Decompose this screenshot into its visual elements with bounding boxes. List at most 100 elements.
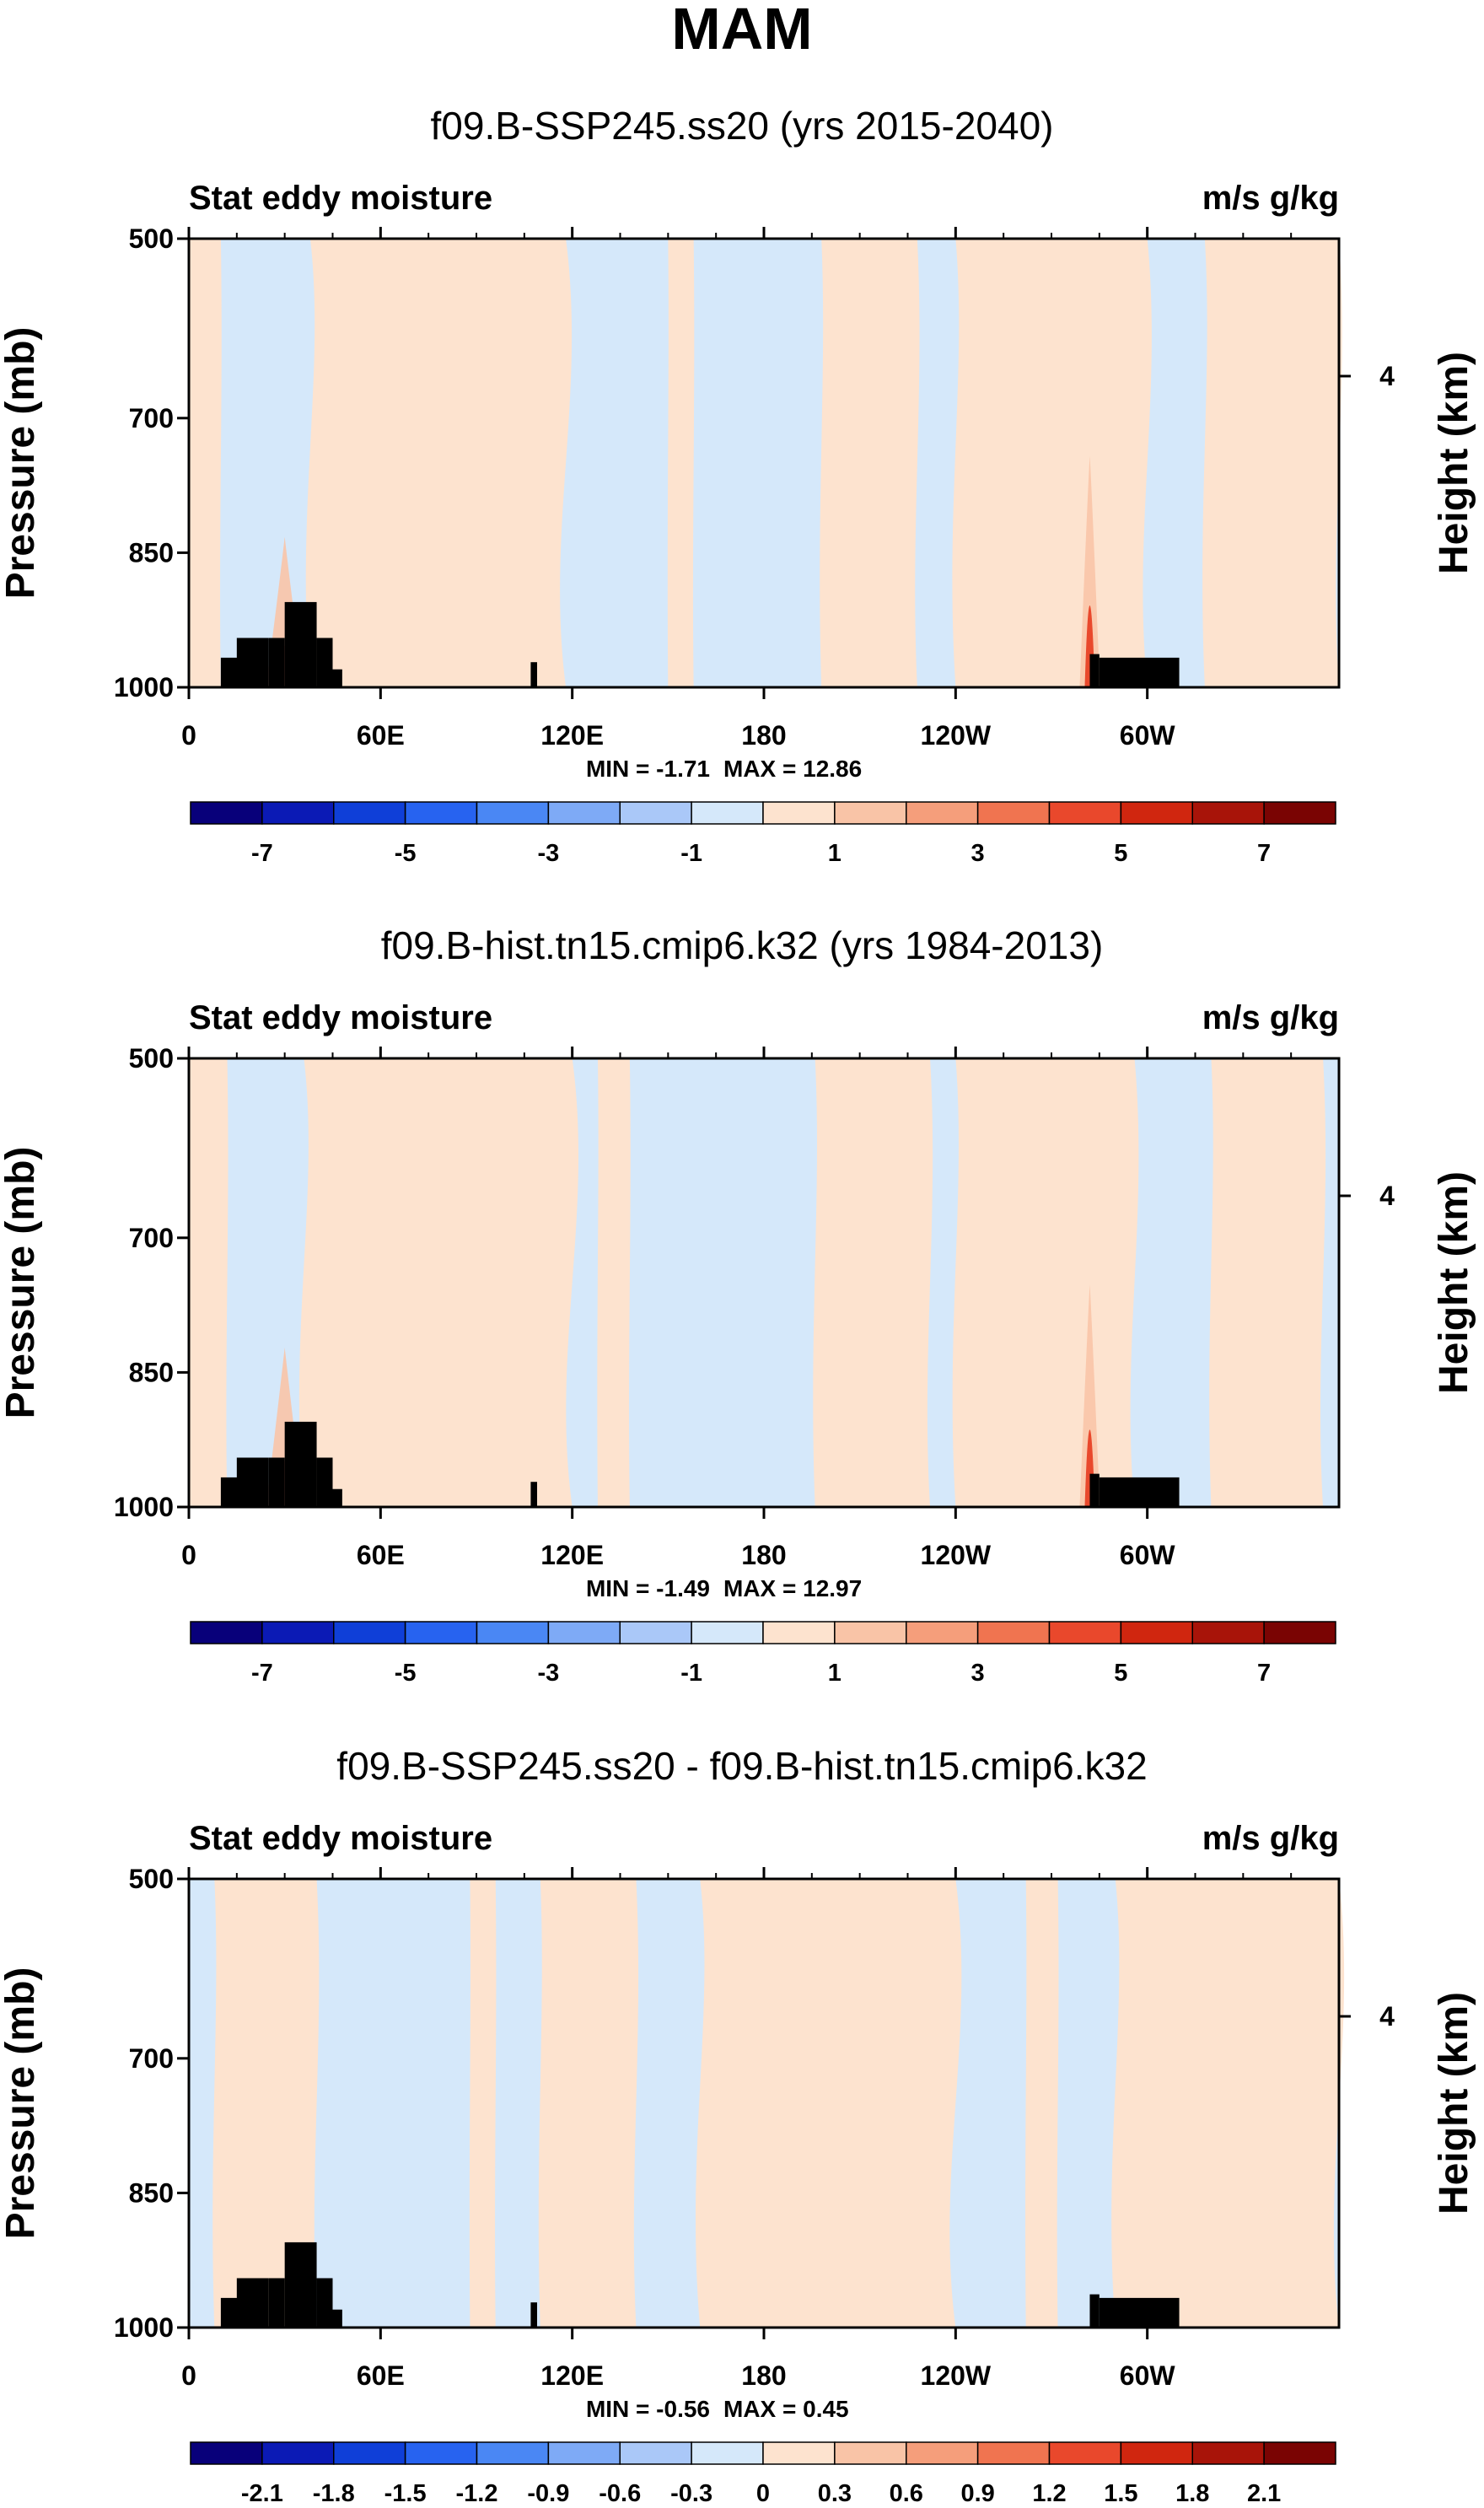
- positive-region: [469, 1879, 497, 2328]
- colorbar-box: [476, 801, 550, 825]
- terrain-block: [1089, 1473, 1100, 1507]
- panel-title: f09.B-hist.tn15.cmip6.k32 (yrs 1984-2013…: [381, 923, 1104, 967]
- colorbar-label: 7: [1257, 1660, 1271, 1687]
- x-tick-label: 120W: [921, 720, 992, 751]
- terrain-block: [530, 1482, 537, 1507]
- colorbar-label: -1: [680, 840, 702, 867]
- y-axis-label-right: Height (km): [1432, 352, 1476, 574]
- colorbar-box: [190, 801, 263, 825]
- height-tick-label: 4: [1379, 361, 1395, 391]
- height-tick-label: 4: [1379, 1181, 1395, 1211]
- positive-region: [1025, 1879, 1059, 2328]
- colorbar-label: 1.8: [1175, 2480, 1209, 2507]
- colorbar-label: 1: [828, 1660, 841, 1687]
- colorbar-label: -1: [680, 1660, 702, 1687]
- y-tick-label: 500: [129, 1043, 174, 1074]
- colorbar-box: [976, 2441, 1051, 2465]
- panel-3: f09.B-SSP245.ss20 - f09.B-hist.tn15.cmip…: [0, 1744, 1476, 2507]
- colorbar-box: [619, 1621, 692, 1644]
- colorbar-box: [1191, 1621, 1265, 1644]
- y-tick-label: 850: [129, 537, 174, 568]
- colorbar-label: -1.8: [313, 2480, 355, 2507]
- x-tick-label: 60E: [357, 2360, 405, 2391]
- positive-region: [597, 1058, 631, 1507]
- colorbar-box: [404, 801, 478, 825]
- colorbar-box: [1120, 1621, 1193, 1644]
- y-tick-label: 500: [129, 223, 174, 254]
- variable-label: Stat eddy moisture: [189, 1820, 492, 1857]
- colorbar-box: [547, 1621, 621, 1644]
- colorbar-box: [547, 801, 621, 825]
- y-axis-label-right: Height (km): [1432, 1992, 1476, 2215]
- terrain-block: [236, 2278, 269, 2328]
- min-label: MIN = -1.71: [586, 756, 710, 782]
- colorbar-box: [834, 2441, 907, 2465]
- positive-region: [212, 1879, 320, 2328]
- positive-region: [813, 1058, 933, 1507]
- terrain-block: [1089, 2294, 1100, 2328]
- colorbar-box: [261, 1621, 335, 1644]
- positive-region: [1202, 239, 1342, 687]
- colorbar-label: 3: [971, 840, 985, 867]
- colorbar-label: 7: [1257, 840, 1271, 867]
- colorbar-box: [333, 2441, 406, 2465]
- positive-region: [305, 239, 573, 687]
- colorbar-box: [762, 801, 836, 825]
- colorbar-box: [476, 2441, 550, 2465]
- terrain-block: [316, 2278, 333, 2328]
- x-tick-label: 0: [181, 1540, 196, 1570]
- colorbar-box: [261, 801, 335, 825]
- units-label: m/s g/kg: [1202, 1820, 1339, 1857]
- colorbar-label: -2.1: [241, 2480, 283, 2507]
- terrain-block: [284, 1421, 317, 1507]
- variable-label: Stat eddy moisture: [189, 999, 492, 1036]
- colorbar-box: [834, 801, 907, 825]
- terrain-block: [1099, 2297, 1180, 2328]
- terrain-block: [236, 638, 269, 687]
- colorbar-box: [619, 2441, 692, 2465]
- units-label: m/s g/kg: [1202, 180, 1339, 217]
- colorbar-label: -3: [537, 840, 559, 867]
- y-tick-label: 500: [129, 1864, 174, 1894]
- min-label: MIN = -0.56: [586, 2396, 710, 2422]
- y-tick-label: 1000: [114, 2312, 174, 2343]
- y-axis-label: Pressure (mb): [0, 1147, 43, 1419]
- colorbar-box: [834, 1621, 907, 1644]
- positive-region: [1111, 1879, 1345, 2328]
- max-label: MAX = 0.45: [723, 2396, 849, 2422]
- panel-2: f09.B-hist.tn15.cmip6.k32 (yrs 1984-2013…: [0, 923, 1476, 1687]
- colorbar-label: 0.9: [960, 2480, 994, 2507]
- colorbar-box: [333, 1621, 406, 1644]
- terrain-block: [236, 1457, 269, 1507]
- y-tick-label: 1000: [114, 672, 174, 702]
- positive-region: [188, 239, 222, 687]
- x-tick-label: 120W: [921, 1540, 992, 1570]
- colorbar-label: 1.5: [1104, 2480, 1137, 2507]
- colorbar-box: [476, 1621, 550, 1644]
- min-label: MIN = -1.49: [586, 1575, 710, 1601]
- colorbar-label: -7: [251, 1660, 273, 1687]
- colorbar-box: [404, 2441, 478, 2465]
- units-label: m/s g/kg: [1202, 999, 1339, 1036]
- x-tick-label: 60W: [1120, 1540, 1176, 1570]
- x-tick-label: 60E: [357, 720, 405, 751]
- positive-region: [952, 239, 1152, 687]
- colorbar-label: -0.9: [527, 2480, 569, 2507]
- x-tick-label: 120E: [540, 1540, 604, 1570]
- colorbar-box: [762, 1621, 836, 1644]
- positive-region: [188, 1058, 229, 1507]
- height-tick-label: 4: [1379, 2001, 1395, 2032]
- x-tick-label: 0: [181, 2360, 196, 2391]
- x-tick-label: 120E: [540, 720, 604, 751]
- terrain-block: [530, 662, 537, 687]
- colorbar-label: 2.1: [1247, 2480, 1281, 2507]
- maximum-plume: [1079, 455, 1100, 687]
- x-tick-label: 120W: [921, 2360, 992, 2391]
- colorbar-box: [691, 1621, 764, 1644]
- colorbar-label: -3: [537, 1660, 559, 1687]
- colorbar-box: [547, 2441, 621, 2465]
- colorbar-box: [906, 2441, 979, 2465]
- colorbar-box: [691, 2441, 764, 2465]
- colorbar-label: -7: [251, 840, 273, 867]
- x-tick-label: 60E: [357, 1540, 405, 1570]
